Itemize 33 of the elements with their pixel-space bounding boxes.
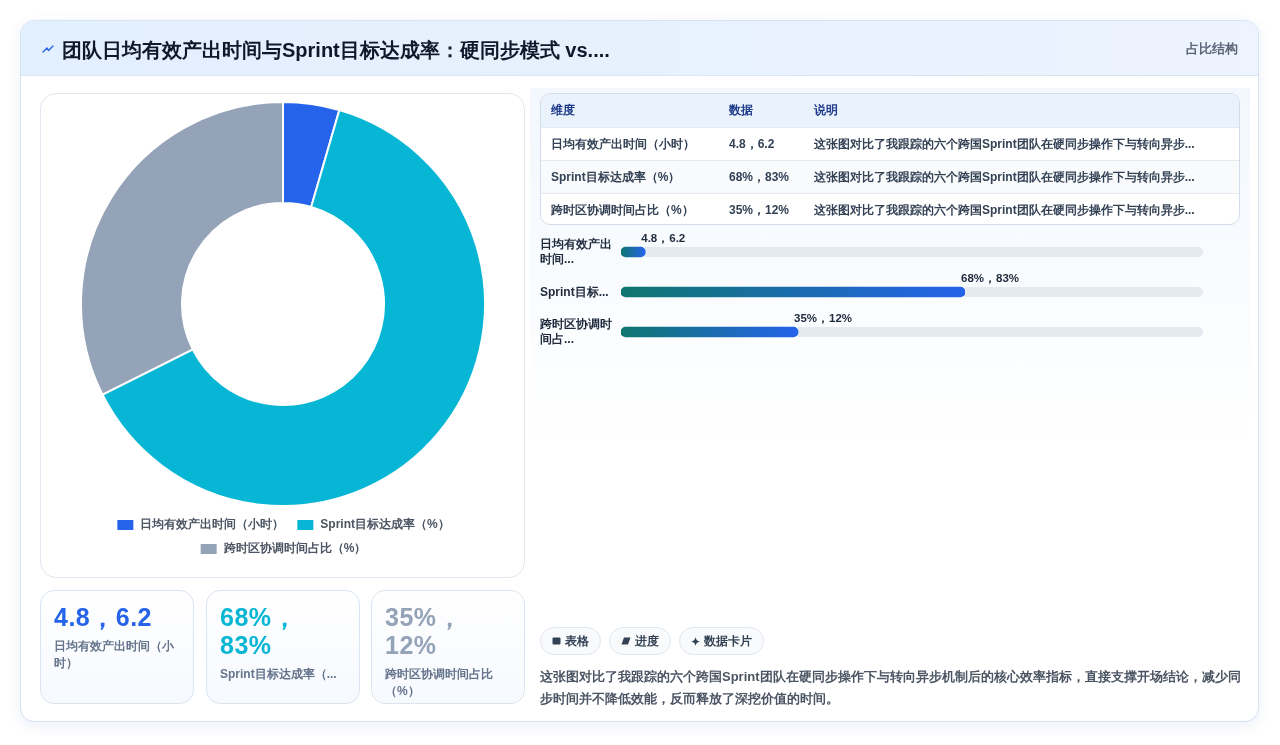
text: 4.8，6.2: [729, 136, 775, 153]
text: 数据: [729, 102, 753, 119]
text: 这张图对比了我跟踪的六个跨国Sprint团队在硬同步操作下与转向异步...: [814, 202, 1195, 219]
y-tick-label: 跨时区协调时间占...: [540, 317, 613, 347]
data-label: 68%，83%: [961, 271, 1020, 285]
text: 68%，83%: [220, 603, 299, 659]
text: 说明: [814, 102, 838, 119]
legend-label: 日均有效产出时间（小时）: [140, 517, 285, 532]
text: 这张图对比了我跟踪的六个跨国Sprint团队在硬同步操作下与转向异步机制后的核心效率指标，直接支撑开场结论，减少同步时间并不降低效能，反而释放了深挖价值的时间。: [540, 668, 1242, 708]
chart-title: 团队日均有效产出时间与Sprint目标达成率：硬同步模式 vs....: [62, 38, 610, 63]
text: 进度: [635, 633, 659, 649]
text: 35%，12%: [729, 202, 790, 219]
text: 维度: [551, 102, 575, 119]
text: Sprint目标达成率（...: [220, 666, 338, 683]
text: 这张图对比了我跟踪的六个跨国Sprint团队在硬同步操作下与转向异步...: [814, 169, 1195, 186]
text: 表格: [565, 633, 589, 649]
y-tick-label: 日均有效产出时间...: [540, 237, 613, 267]
text: Sprint目标达成率（%）: [551, 169, 681, 186]
text: 68%，83%: [729, 169, 790, 186]
text: 占比结构: [1186, 41, 1238, 58]
y-tick-label: Sprint目标...: [540, 284, 610, 300]
legend-label: 跨时区协调时间占比（%）: [222, 541, 367, 556]
data-label: 35%，12%: [794, 311, 853, 325]
text: 日均有效产出时间（小时）: [54, 638, 175, 672]
legend-label: Sprint目标达成率（%）: [320, 517, 450, 532]
text: 跨时区协调时间占比（%）: [551, 202, 694, 219]
text: 数据卡片: [704, 633, 752, 649]
text: 跨时区协调时间占比（%）: [385, 666, 494, 700]
text: 4.8，6.2: [54, 603, 153, 631]
text: 这张图对比了我跟踪的六个跨国Sprint团队在硬同步操作下与转向异步...: [814, 136, 1195, 153]
text: 日均有效产出时间（小时）: [551, 136, 695, 153]
text: 35%，12%: [385, 603, 464, 659]
data-label: 4.8，6.2: [641, 231, 686, 245]
